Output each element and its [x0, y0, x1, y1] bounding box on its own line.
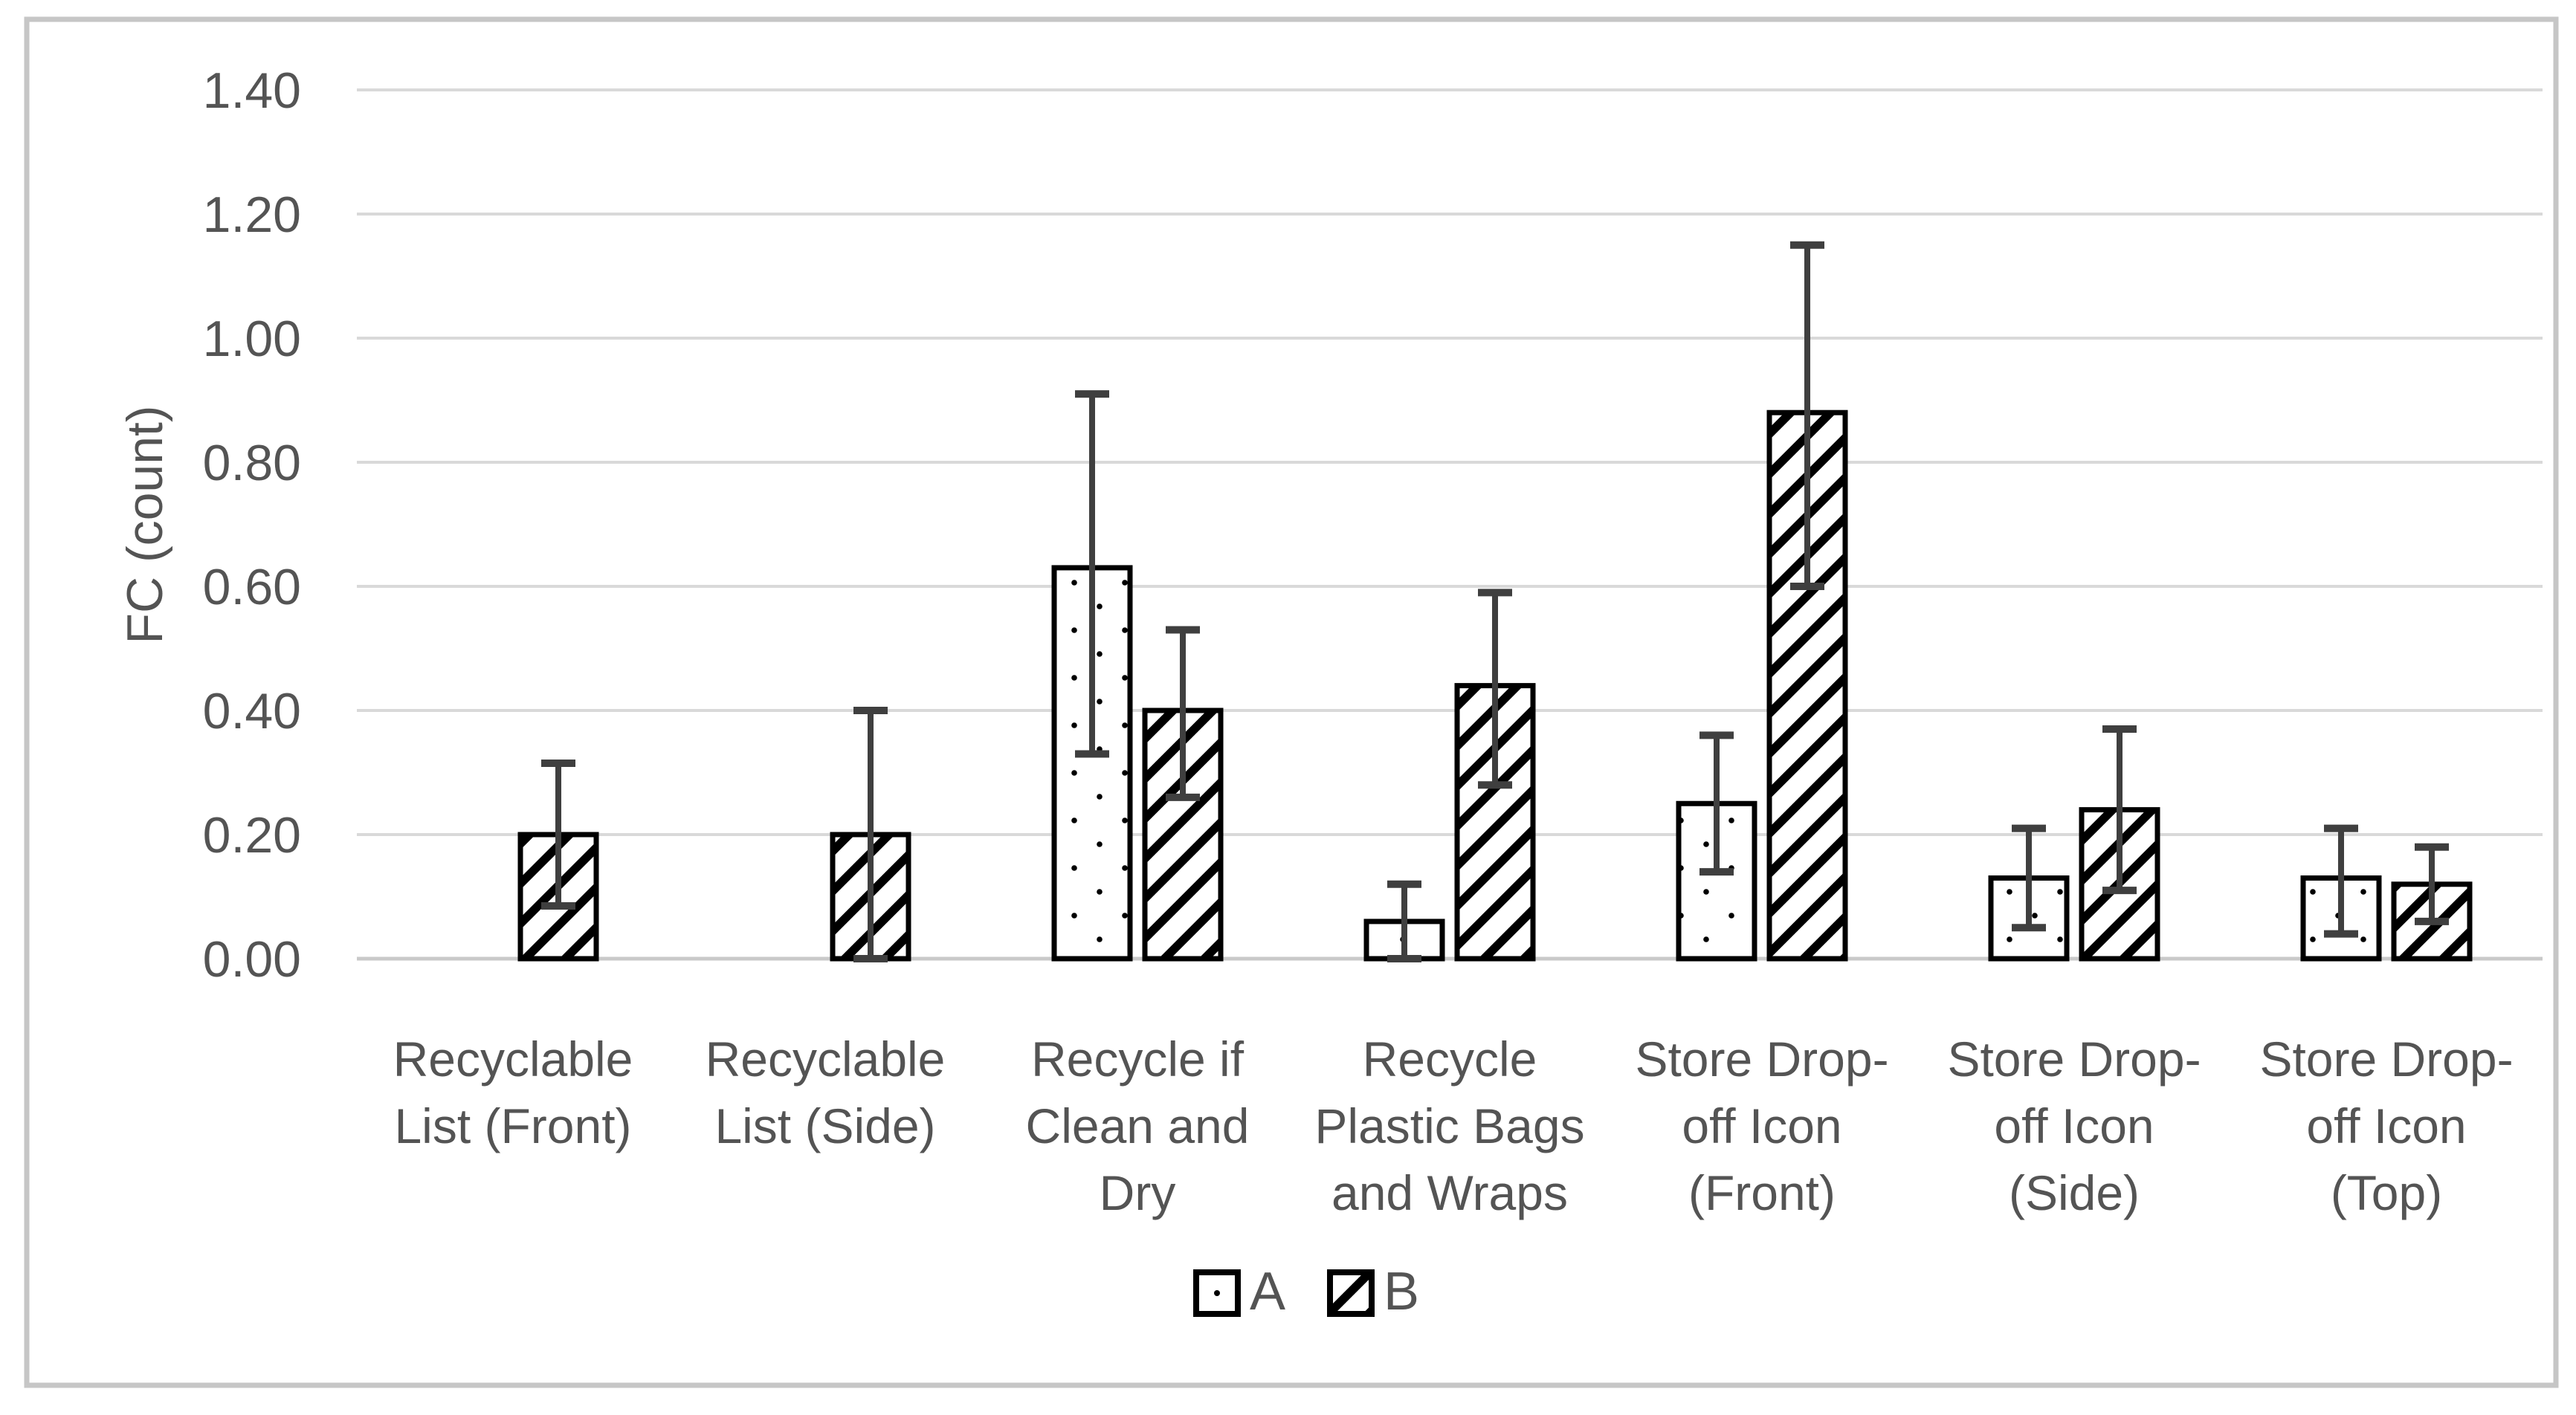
x-category-label-line: off Icon — [1994, 1098, 2154, 1153]
error-bar-a-3 — [1075, 390, 1109, 758]
gridlines-layer — [357, 88, 2543, 961]
x-category-label-line: (Side) — [2009, 1165, 2140, 1220]
y-tick-label: 0.40 — [203, 683, 301, 739]
x-category-label: Recyclable List (Side) — [706, 1032, 946, 1153]
x-category-label-line: Recyclable — [393, 1032, 633, 1087]
error-bar-a-6 — [2012, 824, 2046, 932]
error-bar-a-7 — [2324, 824, 2358, 938]
x-category-label: Recycle Plastic Bags and Wraps — [1314, 1032, 1584, 1220]
x-category-label-line: Recyclable — [706, 1032, 946, 1087]
chart-border — [24, 16, 2559, 1388]
x-category-label-line: Clean and — [1026, 1098, 1250, 1153]
x-category-label: Store Drop-off Icon (Side) — [1947, 1032, 2201, 1220]
x-category-label-line: List (Side) — [714, 1098, 935, 1153]
x-category-label-line: List (Front) — [394, 1098, 631, 1153]
axis-labels-layer: 0.00 0.20 0.40 0.60 0.80 1.00 1.20 1.40 Recyclab… — [203, 62, 2514, 1220]
error-bar-b-5 — [1790, 241, 1824, 590]
legend-item-a: A — [1193, 1262, 1285, 1321]
x-category-label: Store Drop-off Icon (Front) — [1635, 1032, 1888, 1220]
x-category-label-line: Recycle if — [1031, 1032, 1245, 1087]
y-axis-title: FC (count) — [117, 405, 173, 644]
error-bar-b-1 — [541, 759, 575, 910]
y-tick-label: 1.00 — [203, 311, 301, 367]
x-category-label-line: (Front) — [1688, 1165, 1836, 1220]
legend-label-b: B — [1384, 1262, 1419, 1321]
x-category-label-line: Store Drop- — [1947, 1032, 2201, 1087]
x-category-label-line: Plastic Bags — [1314, 1098, 1584, 1153]
legend-swatch-hatch — [1327, 1269, 1375, 1317]
x-category-label-line: and Wraps — [1331, 1165, 1568, 1220]
error-bar-b-6 — [2102, 725, 2137, 895]
x-category-label: Store Drop-off Icon (Top) — [2259, 1032, 2513, 1220]
x-category-label: Recycle if Clean and Dry — [1026, 1032, 1250, 1220]
legend-label-a: A — [1250, 1262, 1285, 1321]
error-bar-b-4 — [1478, 589, 1512, 789]
x-category-label-line: Store Drop- — [1635, 1032, 1888, 1087]
y-tick-label: 0.60 — [203, 559, 301, 615]
x-category-label-line: (Top) — [2331, 1165, 2442, 1220]
error-bar-b-2 — [853, 707, 888, 962]
legend-swatch-dot — [1214, 1290, 1220, 1296]
error-bars-layer — [541, 241, 2449, 962]
y-tick-label: 1.40 — [203, 62, 301, 119]
legend-item-b: B — [1327, 1262, 1419, 1321]
x-category-label-line: off Icon — [1682, 1098, 1841, 1153]
legend-swatch-dots — [1193, 1269, 1241, 1317]
error-bar-a-5 — [1699, 731, 1734, 876]
x-category-label-line: off Icon — [2306, 1098, 2466, 1153]
y-tick-label: 0.00 — [203, 931, 301, 988]
y-tick-label: 0.20 — [203, 807, 301, 864]
error-bar-a-4 — [1387, 880, 1421, 962]
x-category-label-line: Dry — [1100, 1165, 1176, 1220]
error-bar-b-3 — [1166, 626, 1200, 801]
y-tick-label: 1.20 — [203, 187, 301, 243]
y-tick-label: 0.80 — [203, 435, 301, 491]
x-category-label-line: Recycle — [1363, 1032, 1537, 1087]
x-category-label-line: Store Drop- — [2259, 1032, 2513, 1087]
x-category-label: Recyclable List (Front) — [393, 1032, 633, 1153]
error-bar-b-7 — [2415, 843, 2449, 925]
